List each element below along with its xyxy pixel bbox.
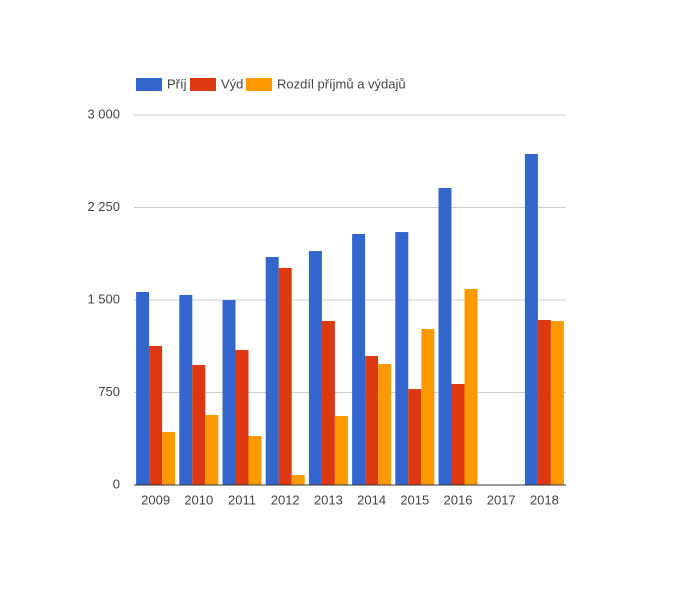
bar	[524, 153, 538, 485]
x-tick-label: 2012	[271, 492, 300, 507]
legend-swatch	[136, 78, 162, 91]
y-tick-label: 750	[98, 384, 120, 399]
bar	[308, 251, 322, 485]
bar	[265, 256, 279, 485]
y-tick-label: 0	[113, 476, 120, 491]
bar	[321, 320, 335, 485]
bar	[365, 355, 379, 485]
legend-label: Výd	[221, 76, 243, 91]
bar	[235, 349, 249, 485]
bar	[162, 431, 176, 485]
bar	[136, 291, 150, 485]
bar	[352, 234, 366, 485]
x-tick-label: 2010	[184, 492, 213, 507]
bar	[537, 319, 551, 485]
bar	[408, 389, 422, 485]
bar	[149, 346, 163, 485]
bar	[550, 320, 564, 485]
x-tick-label: 2016	[444, 492, 473, 507]
x-tick-label: 2015	[400, 492, 429, 507]
bar	[438, 188, 452, 485]
x-tick-label: 2017	[487, 492, 516, 507]
x-tick-label: 2014	[357, 492, 386, 507]
bar	[451, 383, 465, 485]
legend-swatch	[190, 78, 216, 91]
y-tick-label: 2 250	[87, 199, 120, 214]
bar	[248, 436, 262, 485]
legend-swatch	[246, 78, 272, 91]
y-tick-label: 1 500	[87, 291, 120, 306]
bar	[205, 414, 219, 485]
x-tick-label: 2011	[228, 492, 256, 507]
legend-label: Rozdíl příjmů a výdajů	[277, 76, 406, 91]
bar	[222, 300, 236, 485]
bar	[378, 364, 392, 485]
legend-label: Příj	[167, 76, 187, 91]
bar	[179, 294, 193, 485]
bar	[278, 267, 292, 485]
x-tick-label: 2018	[530, 492, 559, 507]
bar	[395, 232, 409, 485]
x-tick-label: 2009	[141, 492, 170, 507]
x-tick-label: 2013	[314, 492, 343, 507]
bar	[192, 364, 206, 485]
bar	[291, 475, 305, 485]
bar	[464, 289, 478, 485]
bar	[334, 416, 348, 485]
y-tick-label: 3 000	[87, 106, 120, 121]
bar	[421, 328, 435, 485]
